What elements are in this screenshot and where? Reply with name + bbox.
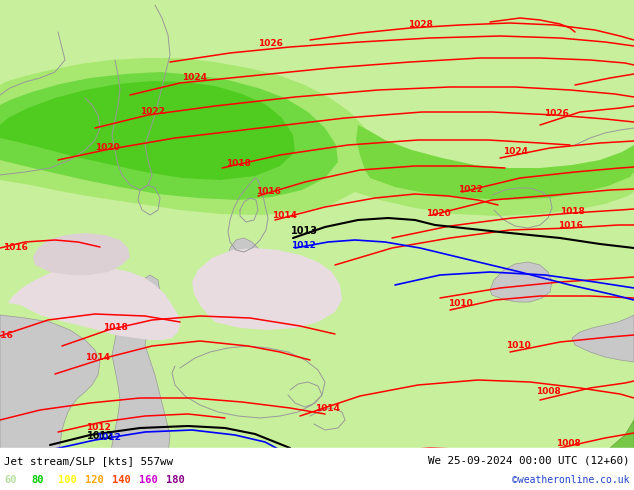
- Polygon shape: [138, 275, 160, 305]
- Text: 1026: 1026: [257, 40, 282, 49]
- Text: 1028: 1028: [408, 21, 432, 29]
- Text: 1014: 1014: [273, 212, 297, 220]
- Text: 1024: 1024: [183, 74, 207, 82]
- Polygon shape: [33, 233, 130, 275]
- Text: 1012: 1012: [96, 433, 120, 441]
- Polygon shape: [0, 315, 100, 485]
- Text: 1020: 1020: [94, 143, 119, 151]
- Text: 1018: 1018: [226, 158, 250, 168]
- Text: 1026: 1026: [543, 109, 569, 119]
- Text: 1022: 1022: [139, 106, 164, 116]
- Polygon shape: [0, 72, 338, 200]
- Text: 1012: 1012: [86, 422, 110, 432]
- Text: 1014: 1014: [86, 353, 110, 363]
- Text: 1008: 1008: [536, 388, 560, 396]
- Polygon shape: [356, 125, 634, 200]
- Polygon shape: [535, 420, 634, 490]
- Text: 1010: 1010: [448, 298, 472, 308]
- Polygon shape: [110, 300, 170, 485]
- Text: 60: 60: [4, 474, 16, 485]
- Bar: [0, 448, 634, 490]
- Polygon shape: [348, 135, 634, 216]
- Text: 1016: 1016: [256, 187, 280, 196]
- Text: 1016: 1016: [0, 332, 13, 341]
- Text: 140: 140: [112, 474, 131, 485]
- Polygon shape: [490, 262, 552, 302]
- Text: We 25-09-2024 00:00 UTC (12+60): We 25-09-2024 00:00 UTC (12+60): [429, 456, 630, 466]
- Polygon shape: [570, 455, 634, 490]
- Text: 1018: 1018: [560, 206, 585, 216]
- Polygon shape: [228, 238, 268, 312]
- Text: 1012: 1012: [290, 241, 316, 249]
- Text: 1016: 1016: [557, 220, 583, 229]
- Text: 1008: 1008: [555, 439, 580, 447]
- Polygon shape: [0, 81, 295, 180]
- Text: 1014: 1014: [316, 403, 340, 413]
- Polygon shape: [8, 266, 180, 340]
- Text: 120: 120: [85, 474, 104, 485]
- Text: 100: 100: [58, 474, 77, 485]
- Text: 1024: 1024: [503, 147, 529, 155]
- Text: 1013: 1013: [290, 226, 318, 236]
- Text: 1010: 1010: [506, 342, 531, 350]
- Polygon shape: [192, 248, 342, 330]
- Text: 1018: 1018: [103, 322, 127, 332]
- Text: 180: 180: [166, 474, 184, 485]
- Text: 1022: 1022: [458, 186, 482, 195]
- Text: 80: 80: [31, 474, 44, 485]
- Polygon shape: [0, 58, 378, 215]
- Text: 1016: 1016: [3, 243, 27, 251]
- Text: 160: 160: [139, 474, 158, 485]
- Text: 1012: 1012: [86, 431, 113, 441]
- Polygon shape: [572, 315, 634, 362]
- Text: 1020: 1020: [425, 209, 450, 218]
- Text: Jet stream/SLP [kts] 557ww: Jet stream/SLP [kts] 557ww: [4, 456, 173, 466]
- Text: ©weatheronline.co.uk: ©weatheronline.co.uk: [512, 474, 630, 485]
- Polygon shape: [240, 268, 258, 292]
